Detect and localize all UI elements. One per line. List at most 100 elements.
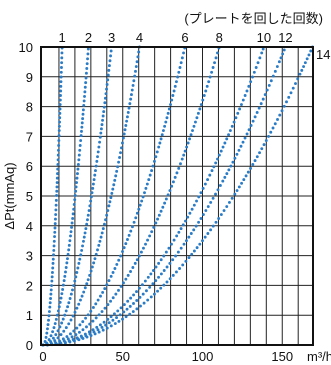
data-point bbox=[192, 203, 196, 207]
data-point bbox=[124, 315, 128, 319]
data-point bbox=[102, 105, 106, 109]
data-point bbox=[51, 257, 55, 261]
data-point bbox=[159, 258, 163, 262]
data-point bbox=[117, 160, 121, 164]
data-point bbox=[105, 326, 109, 330]
data-point bbox=[255, 155, 259, 159]
data-point bbox=[67, 248, 71, 252]
data-point bbox=[111, 296, 115, 300]
data-point bbox=[59, 80, 63, 84]
data-point bbox=[81, 244, 85, 248]
data-point bbox=[216, 188, 220, 192]
data-point bbox=[82, 235, 86, 239]
data-point bbox=[255, 111, 259, 114]
data-point bbox=[222, 209, 226, 213]
data-point bbox=[96, 150, 100, 154]
data-point bbox=[176, 75, 180, 79]
y-axis-label: ΔPt(mmAq) bbox=[2, 162, 17, 229]
data-point bbox=[80, 129, 83, 133]
data-point bbox=[205, 84, 209, 88]
data-point bbox=[88, 322, 92, 326]
data-point bbox=[106, 303, 110, 307]
data-point bbox=[206, 232, 210, 235]
data-point bbox=[98, 239, 102, 243]
data-point bbox=[52, 253, 55, 257]
data-point bbox=[109, 299, 113, 303]
data-point bbox=[102, 320, 106, 324]
data-point bbox=[146, 275, 150, 279]
data-point bbox=[75, 326, 79, 330]
data-point bbox=[214, 161, 218, 165]
data-point bbox=[73, 194, 77, 197]
data-point bbox=[154, 155, 158, 159]
y-tick-label: 10 bbox=[19, 40, 33, 55]
data-point bbox=[57, 134, 61, 138]
data-point bbox=[137, 254, 141, 258]
data-point bbox=[55, 189, 59, 193]
data-point bbox=[171, 258, 175, 262]
data-point bbox=[59, 333, 63, 337]
series-1 bbox=[41, 46, 64, 347]
data-point bbox=[157, 261, 161, 265]
data-point bbox=[199, 216, 203, 220]
data-point bbox=[106, 209, 110, 213]
data-point bbox=[61, 288, 65, 291]
data-point bbox=[116, 309, 120, 313]
data-point bbox=[154, 279, 158, 283]
data-point bbox=[180, 56, 184, 60]
data-point bbox=[237, 148, 241, 152]
data-point bbox=[82, 290, 86, 294]
data-point bbox=[53, 230, 57, 234]
data-point bbox=[214, 220, 218, 224]
data-point bbox=[111, 187, 115, 191]
data-point bbox=[57, 148, 60, 152]
data-point bbox=[152, 269, 155, 272]
data-point bbox=[120, 146, 123, 150]
data-point bbox=[117, 258, 121, 262]
data-point bbox=[121, 317, 124, 321]
data-point bbox=[89, 334, 93, 337]
data-point bbox=[109, 196, 113, 200]
x-tick-label: 0 bbox=[39, 349, 46, 364]
data-point bbox=[132, 302, 135, 305]
data-point bbox=[142, 301, 146, 305]
data-point bbox=[60, 321, 64, 325]
data-point bbox=[136, 55, 140, 59]
data-point bbox=[76, 167, 80, 171]
data-point bbox=[197, 220, 201, 224]
data-point bbox=[83, 90, 87, 94]
data-point bbox=[242, 178, 246, 182]
data-point bbox=[127, 106, 131, 110]
data-point bbox=[118, 155, 122, 159]
data-point bbox=[79, 134, 83, 138]
data-point bbox=[252, 70, 256, 74]
data-point bbox=[47, 318, 50, 322]
data-point bbox=[85, 67, 89, 70]
data-point bbox=[253, 159, 257, 163]
data-point bbox=[84, 81, 88, 85]
data-point bbox=[137, 207, 141, 211]
data-point bbox=[94, 252, 98, 256]
data-point bbox=[61, 317, 65, 321]
data-point bbox=[219, 149, 223, 153]
data-point bbox=[132, 293, 136, 297]
data-point bbox=[247, 128, 251, 132]
data-point bbox=[203, 182, 207, 186]
data-point bbox=[59, 94, 62, 97]
data-point bbox=[53, 235, 56, 238]
data-point bbox=[271, 126, 275, 130]
data-point bbox=[47, 310, 51, 314]
data-point bbox=[269, 79, 273, 83]
y-tick-label: 0 bbox=[26, 338, 33, 353]
data-point bbox=[55, 313, 59, 317]
data-point bbox=[67, 301, 71, 305]
data-point bbox=[56, 158, 60, 162]
data-point bbox=[184, 259, 188, 263]
data-point bbox=[225, 137, 229, 141]
data-point bbox=[279, 56, 283, 60]
data-point bbox=[204, 209, 208, 213]
data-point bbox=[190, 252, 194, 256]
data-point bbox=[305, 57, 309, 61]
data-point bbox=[249, 166, 253, 170]
